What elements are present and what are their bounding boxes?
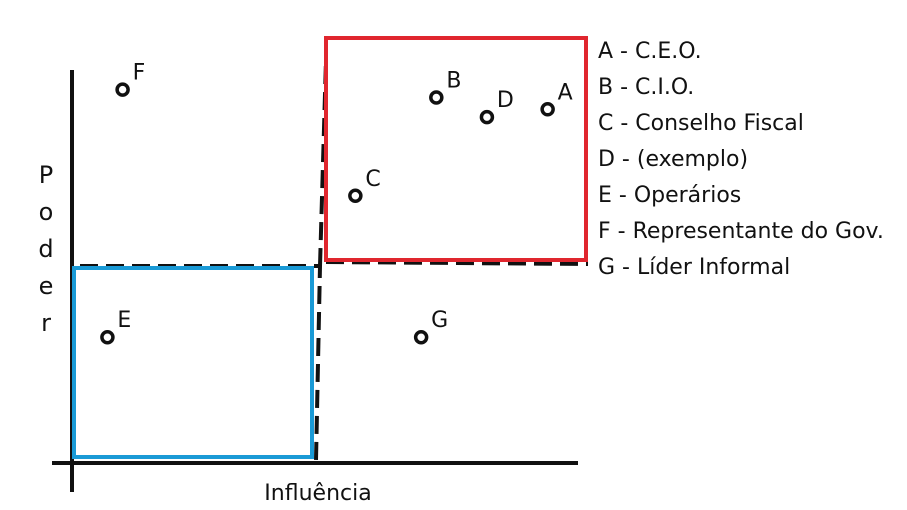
point-a	[540, 102, 555, 117]
legend-entry: B - C.I.O.	[598, 75, 694, 100]
point-label-f: F	[133, 61, 146, 86]
point-g	[413, 329, 429, 345]
y-axis-label-letter: d	[38, 235, 53, 263]
point-label-c: C	[365, 167, 380, 192]
data-points: A B C D E F G	[100, 61, 573, 345]
low-priority-box	[72, 266, 314, 459]
point-b	[429, 90, 444, 105]
y-axis-label-letter: r	[41, 309, 51, 337]
point-label-e: E	[117, 308, 131, 333]
point-label-a: A	[558, 80, 573, 105]
legend-entry: C - Conselho Fiscal	[598, 111, 804, 136]
legend-entry: G - Líder Informal	[598, 255, 790, 280]
x-axis-label: Influência	[264, 481, 371, 506]
high-priority-box	[324, 36, 588, 262]
point-label-d: D	[497, 88, 514, 113]
point-label-g: G	[431, 308, 448, 333]
y-axis-label-letter: P	[39, 161, 53, 189]
legend-entry: F - Representante do Gov.	[598, 219, 884, 244]
y-axis-label-letter: o	[39, 198, 54, 226]
legend: A - C.E.O. B - C.I.O. C - Conselho Fiscal D…	[598, 39, 884, 280]
point-label-b: B	[446, 69, 461, 94]
point-d	[479, 109, 495, 125]
legend-entry: E - Operários	[598, 183, 741, 208]
legend-entry: A - C.E.O.	[598, 39, 702, 64]
point-c	[348, 188, 363, 204]
legend-entry: D - (exemplo)	[598, 147, 748, 172]
y-axis-label-letter: e	[39, 272, 54, 300]
point-e	[100, 329, 115, 345]
point-f	[115, 82, 130, 97]
